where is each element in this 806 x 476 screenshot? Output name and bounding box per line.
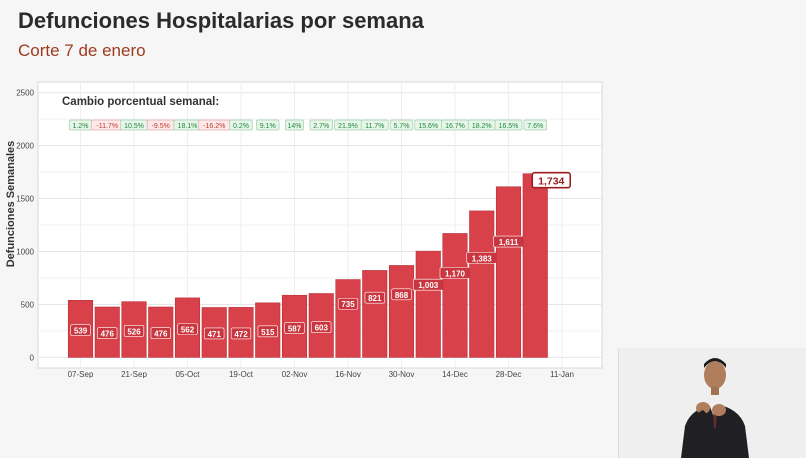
x-tick-label: 02-Nov [282, 370, 308, 378]
y-tick-label: 0 [30, 353, 35, 362]
x-tick-label: 30-Nov [389, 370, 415, 378]
pct-change-chip [285, 119, 304, 131]
page-subtitle: Corte 7 de enero [18, 41, 146, 60]
x-tick-label: 07-Sep [68, 370, 94, 378]
y-axis-label: Defunciones Semanales [5, 141, 17, 268]
pct-change-label: -11.7% [96, 123, 118, 130]
pct-change-label: 2.7% [313, 123, 329, 130]
pct-change-label: 0.2% [233, 123, 249, 130]
bar-value-box [123, 325, 145, 337]
x-tick-label: 14-Dec [442, 370, 468, 378]
bar-value-box [364, 291, 385, 304]
y-tick-label: 500 [21, 300, 35, 309]
bar-value-box [150, 327, 171, 340]
page-title: Defunciones Hospitalarias por semana [18, 8, 424, 33]
x-tick-label: 19-Oct [229, 370, 254, 378]
annotation-title: Cambio porcentual semanal: [62, 96, 219, 108]
bar [442, 233, 468, 358]
bar-value-label: 603 [315, 324, 329, 333]
bar-value-label: 821 [368, 294, 382, 303]
bar-value-label: 472 [234, 330, 248, 339]
bar-value-label: 562 [181, 326, 195, 335]
bar-value-box [177, 323, 198, 335]
bar-value-box [337, 297, 359, 310]
highlight-value-box [531, 171, 572, 189]
pct-change-label: 14% [287, 123, 301, 130]
sign-language-interpreter-video [618, 348, 806, 458]
x-tick-label: 05-Oct [175, 370, 200, 378]
bar-value-label: 735 [341, 300, 355, 309]
bar-value-label: 515 [261, 328, 275, 337]
pct-change-label: 16.5% [499, 123, 519, 130]
pct-change-label: 1.2% [73, 123, 89, 130]
pct-change-label: 21.9% [338, 123, 358, 130]
pct-change-chip [360, 119, 389, 131]
x-tick-label: 21-Sep [121, 370, 147, 378]
pct-change-label: 10.5% [124, 123, 144, 130]
y-tick-label: 2000 [16, 142, 34, 151]
bar [495, 186, 522, 358]
pct-change-chip [256, 119, 280, 131]
bar-value-box [311, 321, 332, 333]
pct-change-label: 9.1% [260, 123, 276, 130]
pct-change-label: -16.2% [203, 123, 225, 130]
pct-change-chip [523, 119, 547, 131]
bar-value-label: 476 [154, 330, 168, 339]
bar-value-label: 868 [395, 291, 409, 300]
pct-change-chip [229, 119, 253, 131]
bar-value-label: 1,383 [472, 254, 493, 263]
pct-change-chip [389, 119, 414, 131]
x-tick-label: 16-Nov [335, 370, 361, 378]
x-tick-label: 28-Dec [496, 370, 522, 378]
bar [522, 173, 548, 358]
bar-value-box [257, 325, 278, 338]
bar-value-label: 1,003 [418, 281, 439, 290]
pct-change-label: -9.5% [152, 123, 170, 130]
bar-value-label: 1,734 [538, 176, 564, 188]
bar-value-label: 526 [127, 327, 141, 336]
bar [469, 210, 495, 358]
pct-change-label: 15.6% [418, 123, 438, 130]
bar-chart: 539 476 526 476 562 471 472 515 587 603 735 821 868 1… [0, 78, 612, 378]
bottom-bar [0, 458, 806, 476]
bar-value-label: 476 [101, 330, 115, 339]
y-tick-label: 1500 [16, 195, 34, 204]
bar-value-box [97, 327, 118, 340]
bar-value-label: 539 [74, 327, 88, 336]
bar-value-box [70, 324, 91, 337]
pct-change-label: 16.7% [445, 123, 465, 130]
bar-value-label: 587 [288, 324, 302, 333]
bar-value-box [204, 327, 225, 340]
bar [362, 270, 388, 358]
bar-value-label: 1,170 [445, 269, 466, 278]
bar-value-box [391, 288, 412, 301]
y-tick-label: 2500 [16, 89, 34, 98]
bar-value-label: 471 [208, 330, 222, 339]
pct-change-label: 18.1% [178, 123, 198, 130]
bar [388, 265, 415, 358]
interpreter-icon [619, 348, 806, 458]
bar [415, 250, 441, 358]
y-tick-label: 1000 [16, 247, 34, 256]
x-tick-label: 11-Jan [550, 370, 574, 378]
bar-value-label: 1,611 [499, 238, 519, 247]
pct-change-chip [309, 119, 333, 131]
pct-change-label: 7.6% [527, 123, 543, 130]
pct-change-label: 11.7% [365, 123, 384, 130]
bar-value-box [284, 322, 305, 334]
pct-change-label: 5.7% [394, 123, 410, 130]
pct-change-chip [494, 119, 523, 131]
bar-value-box [230, 327, 252, 340]
pct-change-label: 18.2% [472, 123, 492, 130]
bar [335, 279, 361, 358]
